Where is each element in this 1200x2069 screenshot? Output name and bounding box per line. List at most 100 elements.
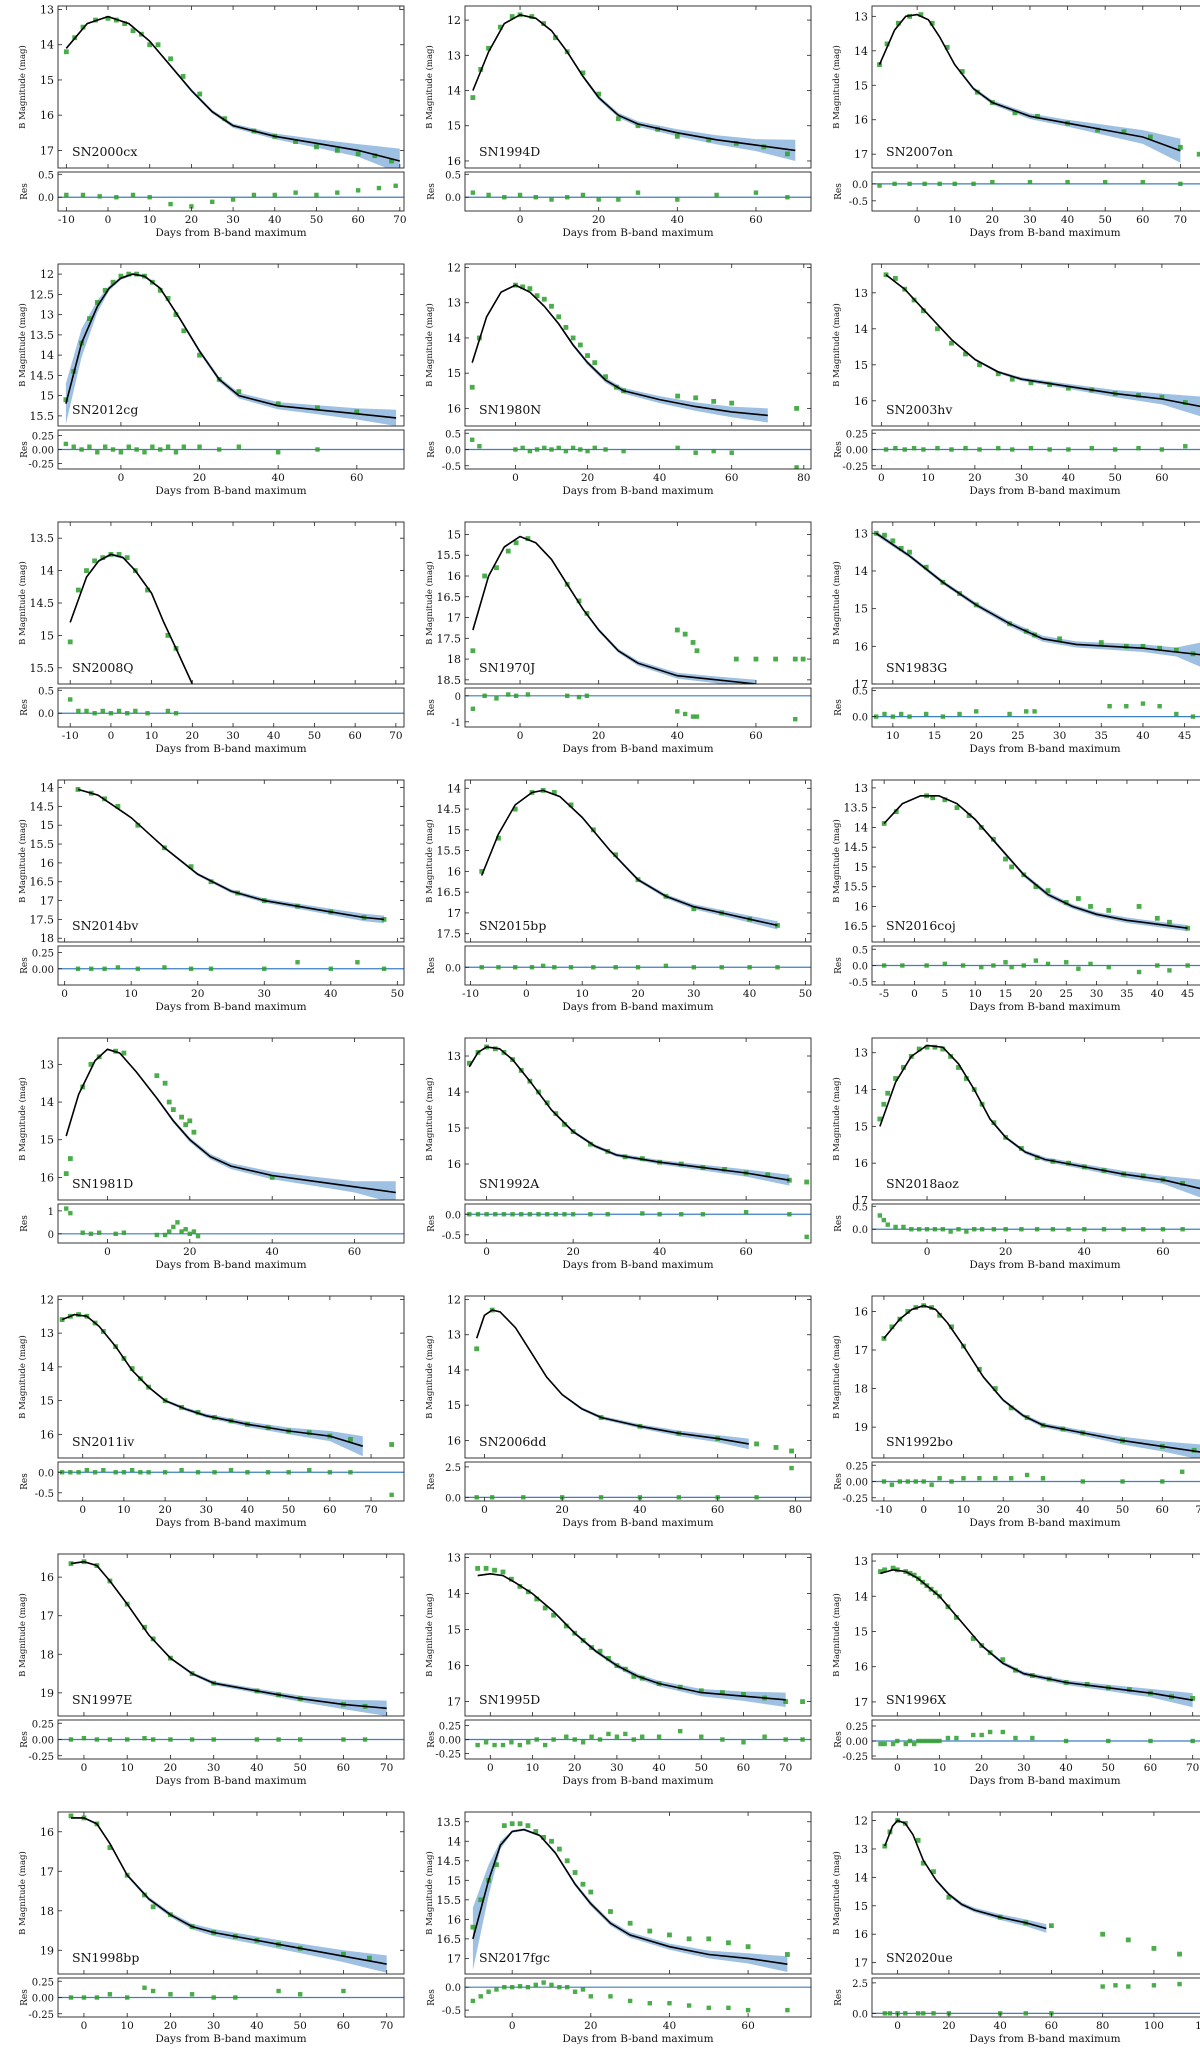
residual-point <box>881 963 887 968</box>
y-tick-label: 18 <box>447 653 461 666</box>
y-tick-label: 13 <box>854 1555 868 1568</box>
observation-point <box>722 1167 727 1172</box>
y-tick-label: 17 <box>447 1952 461 1965</box>
observation-point <box>564 1858 570 1864</box>
residual-point <box>1174 711 1179 717</box>
residual-point <box>1160 1227 1166 1232</box>
y-tick-label: 15 <box>854 861 868 874</box>
x-tick-label: 70 <box>380 2020 393 2032</box>
main-axes-frame <box>871 779 1200 943</box>
observation-point <box>129 1366 135 1371</box>
x-axis-label: Days from B-band maximum <box>562 1517 713 1529</box>
residual-point <box>502 195 507 200</box>
observation-point <box>693 395 699 401</box>
y-axis-label: B Magnitude (mag) <box>17 303 28 387</box>
observation-point <box>107 1845 113 1850</box>
x-axis-label: Days from B-band maximum <box>155 743 306 755</box>
observation-point <box>918 12 924 18</box>
residual-point <box>1185 963 1190 968</box>
y-tick-label: 15 <box>854 1120 868 1133</box>
observation-point <box>1136 904 1142 909</box>
res-y-tick-label: 0 <box>455 692 461 703</box>
x-tick-label: 60 <box>337 1762 350 1774</box>
observation-point <box>520 284 526 290</box>
x-tick-label: 10 <box>576 988 589 1000</box>
main-axes-frame <box>871 263 1200 427</box>
main-axes-frame <box>464 1037 812 1201</box>
residual-plot-area <box>872 1729 1200 1747</box>
x-tick-label: -10 <box>62 730 79 742</box>
observation-point <box>1045 888 1051 894</box>
light-curve-panel: 16 17 18 19 B Magnitude (mag) SN1997E -0.25 0.0… <box>17 1553 405 1787</box>
light-curve-panel: 13 14 15 16 17 B Magnitude (mag) SN2007on -0.5 0… <box>831 5 1200 239</box>
residual-point <box>1063 1738 1069 1744</box>
residual-point <box>572 1737 577 1742</box>
light-curve-panel: 16 17 18 19 B Magnitude (mag) SN1998bp -0.25 0.… <box>17 1811 405 2045</box>
observation-point <box>75 787 81 792</box>
y-tick-label: 15 <box>854 1625 868 1638</box>
observation-point <box>517 1821 523 1827</box>
y-tick-label: 14 <box>40 1361 54 1374</box>
observation-point <box>116 552 122 557</box>
residual-point <box>956 1227 961 1232</box>
residual-point <box>1050 1227 1056 1232</box>
observation-point <box>789 1448 794 1454</box>
x-tick-label: 50 <box>799 988 812 1000</box>
res-y-tick-label: 0.0 <box>38 193 54 204</box>
observation-point <box>94 300 100 305</box>
observation-point <box>608 1909 613 1914</box>
residual-point <box>905 1479 910 1484</box>
residual-point <box>211 1737 216 1742</box>
residual-point <box>783 1737 788 1742</box>
model-curve <box>472 13 796 152</box>
observation-point <box>711 398 717 404</box>
x-tick-label: 30 <box>1090 988 1103 1000</box>
model-uncertainty-band <box>71 1560 387 1716</box>
residual-axis-label: Res <box>427 183 437 200</box>
observation-point <box>191 1129 197 1135</box>
x-axis-label: Days from B-band maximum <box>562 1259 713 1271</box>
residual-point <box>1157 704 1162 709</box>
residual-point <box>775 965 780 970</box>
residual-point <box>881 1217 886 1223</box>
residual-point <box>711 448 716 454</box>
observation-point <box>785 1952 790 1957</box>
x-tick-label: 10 <box>121 2020 134 2032</box>
res-y-tick-label: 0.0 <box>852 713 868 724</box>
observation-point <box>733 140 739 146</box>
supernova-name: SN1992bo <box>886 1434 953 1449</box>
y-tick-label: 14 <box>447 1364 461 1377</box>
x-tick-label: 60 <box>711 1504 724 1516</box>
observation-point <box>1088 904 1093 909</box>
x-tick-label: 0 <box>61 988 68 1000</box>
residual-point <box>107 1992 113 1997</box>
observation-point <box>773 656 779 662</box>
residual-point <box>541 1980 546 1985</box>
observation-point <box>534 293 540 299</box>
observation-point <box>1009 376 1015 382</box>
light-curve-panel: 16 17 18 19 B Magnitude (mag) SN1992bo -0.25 0.… <box>831 1295 1200 1529</box>
residual-point <box>84 708 89 714</box>
residual-point <box>570 1212 576 1217</box>
observation-point <box>615 116 621 122</box>
y-axis-label: B Magnitude (mag) <box>17 1851 28 1935</box>
x-axis-label: Days from B-band maximum <box>155 1775 306 1787</box>
residual-point <box>971 1732 976 1738</box>
residual-point <box>907 181 912 187</box>
observation-point <box>942 797 948 803</box>
residual-point <box>81 1736 87 1741</box>
main-plot-area <box>63 15 400 168</box>
x-tick-label: 60 <box>725 472 738 484</box>
y-tick-label: 15 <box>854 359 868 372</box>
x-tick-label: 30 <box>1023 214 1036 226</box>
main-plot-area <box>63 1048 396 1200</box>
observation-point <box>372 153 378 159</box>
residual-point <box>68 1737 74 1742</box>
x-tick-label: 40 <box>671 214 684 226</box>
residual-plot-area <box>58 960 404 971</box>
res-y-tick-label: 0.00 <box>846 446 868 457</box>
x-axis-label: Days from B-band maximum <box>969 1001 1120 1013</box>
residual-point <box>286 1470 291 1475</box>
residual-point <box>937 1738 942 1744</box>
residual-point <box>907 1738 913 1744</box>
